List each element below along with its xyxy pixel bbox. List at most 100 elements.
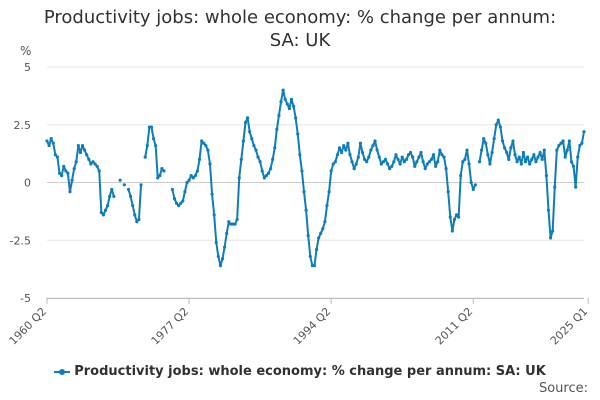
data-point <box>371 143 375 148</box>
chart-title-line-1: Productivity jobs: whole economy: % chan… <box>43 7 557 28</box>
data-point <box>312 264 317 268</box>
y-tick-label: -5 <box>20 292 31 305</box>
data-point <box>559 141 563 145</box>
data-point <box>551 229 555 233</box>
data-point <box>517 155 521 159</box>
data-point <box>143 155 147 159</box>
data-point <box>220 257 225 261</box>
data-point <box>477 160 482 164</box>
data-point <box>503 146 507 150</box>
data-point <box>264 173 268 178</box>
data-point <box>561 139 565 143</box>
data-point <box>183 190 187 194</box>
data-point <box>74 160 78 164</box>
data-point <box>532 153 536 157</box>
data-point <box>291 104 296 108</box>
data-point <box>149 125 154 129</box>
data-point <box>172 197 177 201</box>
data-point <box>285 102 289 106</box>
data-point <box>521 150 526 155</box>
data-point <box>160 167 164 171</box>
chart-title-line-2: SA: UK <box>269 30 331 51</box>
data-point <box>72 167 76 171</box>
data-point <box>128 194 133 198</box>
data-point <box>431 153 436 157</box>
data-point <box>252 143 256 148</box>
data-point <box>335 153 340 157</box>
data-point <box>296 132 300 136</box>
data-point <box>289 97 294 101</box>
data-point <box>239 157 243 161</box>
data-point <box>279 100 283 104</box>
data-point <box>484 141 488 145</box>
data-point <box>365 160 369 164</box>
data-point <box>314 247 319 252</box>
data-point <box>511 139 515 143</box>
data-point <box>271 157 275 161</box>
data-point <box>260 169 264 173</box>
data-point <box>80 143 85 148</box>
data-point <box>509 146 513 150</box>
data-point <box>498 125 503 129</box>
data-point <box>377 155 381 159</box>
data-point <box>325 204 329 208</box>
chart-legend[interactable]: Productivity jobs: whole economy: % chan… <box>0 364 600 379</box>
data-point <box>210 192 214 196</box>
data-point <box>189 173 193 178</box>
data-point <box>193 173 197 178</box>
data-point <box>76 143 80 148</box>
data-point <box>202 141 206 145</box>
data-point <box>548 236 553 240</box>
data-point <box>233 222 237 226</box>
data-point <box>118 178 122 182</box>
data-point <box>93 162 97 166</box>
data-point <box>421 160 425 164</box>
data-point <box>122 183 126 187</box>
data-point <box>542 148 546 152</box>
data-point <box>442 155 446 159</box>
data-point <box>154 143 158 148</box>
legend-series-name: Productivity jobs: whole economy: % chan… <box>74 364 546 379</box>
data-point <box>534 160 538 164</box>
data-point <box>103 208 108 212</box>
data-point <box>254 148 258 152</box>
source-label: Source: <box>538 381 588 396</box>
data-point <box>444 167 448 171</box>
data-point <box>434 164 438 168</box>
data-point <box>482 137 486 141</box>
y-axis-ticks: 5 2.5 0 -2.5 -5 <box>10 61 31 305</box>
data-point <box>206 148 210 152</box>
data-point <box>406 153 411 157</box>
data-point <box>235 217 239 222</box>
data-point <box>402 160 406 164</box>
data-point <box>494 123 498 127</box>
series-line[interactable] <box>46 89 585 267</box>
data-point <box>392 160 396 164</box>
data-point <box>363 157 367 161</box>
data-point <box>448 215 452 219</box>
data-point <box>177 204 181 208</box>
data-point <box>151 137 156 141</box>
data-point <box>101 213 106 217</box>
data-point <box>262 176 266 180</box>
data-point <box>85 153 89 157</box>
data-point <box>358 141 363 145</box>
data-point <box>245 116 250 120</box>
data-point <box>300 169 304 173</box>
data-point <box>505 150 509 155</box>
data-point <box>308 254 312 259</box>
x-tick-label: 2025 Q1 <box>548 305 591 348</box>
data-point <box>427 160 431 164</box>
data-point <box>287 106 291 111</box>
data-point <box>66 171 70 175</box>
data-point <box>243 120 248 125</box>
data-point <box>78 150 83 155</box>
data-point <box>423 167 427 171</box>
data-point <box>438 148 442 152</box>
data-point <box>145 143 149 148</box>
data-point <box>544 173 548 178</box>
data-point <box>457 215 461 219</box>
data-point <box>348 153 352 157</box>
series-points[interactable] <box>45 88 586 268</box>
data-point <box>258 160 262 164</box>
